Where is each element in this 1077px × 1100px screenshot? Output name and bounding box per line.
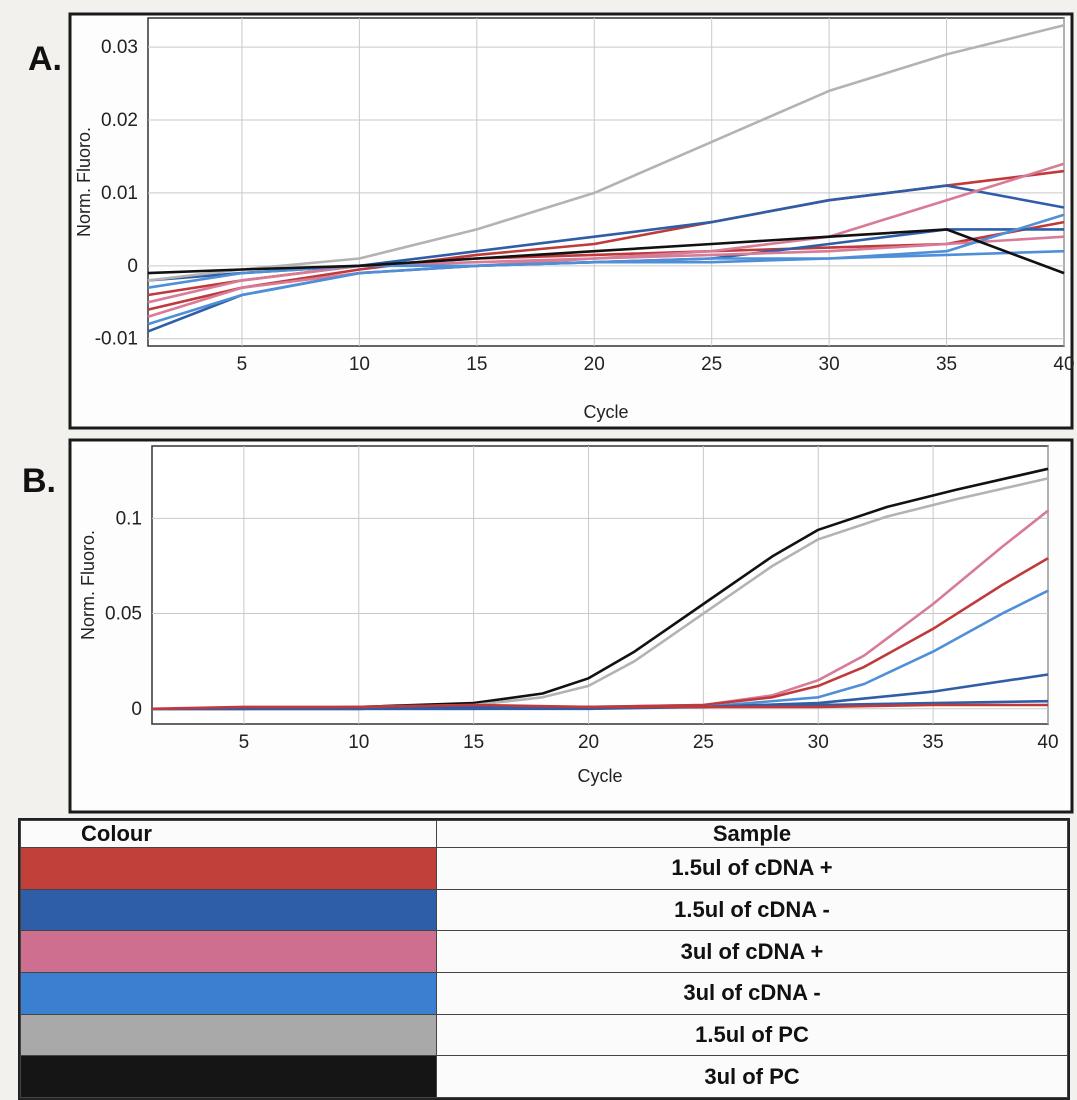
chart-b-ytick-label: 0.1 <box>116 508 142 529</box>
chart-b-series-line-8 <box>151 703 1048 711</box>
legend-sample-label: 3ul of PC <box>436 1055 1068 1098</box>
chart-a-ylabel: Norm. Fluoro. <box>74 127 94 237</box>
legend-color-swatch <box>20 847 437 890</box>
legend-table: Colour Sample 1.5ul of cDNA +1.5ul of cD… <box>18 818 1070 1100</box>
legend-row: 1.5ul of PC <box>20 1013 1068 1057</box>
legend-color-swatch <box>20 971 437 1015</box>
chart-b-ytick-label: 0 <box>131 699 142 720</box>
panel-label-a: A. <box>28 40 62 78</box>
legend-row: 1.5ul of cDNA - <box>20 888 1068 932</box>
chart-b-xtick-label: 15 <box>463 732 484 753</box>
legend-row: 3ul of cDNA - <box>20 971 1068 1015</box>
chart-b-ytick-label: 0.05 <box>105 604 142 625</box>
legend-sample-label: 1.5ul of cDNA - <box>436 888 1068 932</box>
legend-sample-label: 3ul of cDNA + <box>436 930 1068 973</box>
chart-b: 5 10 15 20 25 30 35 40 0 0.05 0.1 Cycle Norm. Fluoro… <box>68 438 1074 814</box>
chart-a-ytick-label: -0.01 <box>95 329 138 350</box>
chart-a-ytick-label: 0 <box>127 256 138 277</box>
chart-a-xtick-label: 20 <box>584 354 605 375</box>
panel-label-b: B. <box>22 462 56 500</box>
chart-b-xtick-label: 30 <box>808 732 829 753</box>
legend-row: 3ul of cDNA + <box>20 930 1068 973</box>
chart-b-xlabel: Cycle <box>577 766 622 786</box>
chart-a: 5 10 15 20 25 30 35 40 -0.01 0 0.01 0.02 0.03 Cycle No… <box>68 12 1075 430</box>
chart-a-series-line-9 <box>147 24 1065 282</box>
legend-color-swatch <box>20 1013 437 1057</box>
chart-a-ytick-label: 0.02 <box>101 110 138 131</box>
chart-a-xtick-label: 40 <box>1053 354 1074 375</box>
chart-a-xtick-label: 15 <box>466 354 487 375</box>
legend-color-swatch <box>20 1055 437 1098</box>
legend-row: 1.5ul of cDNA + <box>20 847 1068 890</box>
chart-b-xtick-label: 40 <box>1037 732 1058 753</box>
chart-b-ylabel: Norm. Fluoro. <box>78 530 98 640</box>
chart-a-xlabel: Cycle <box>583 402 628 422</box>
legend-header-sample: Sample <box>436 820 1068 848</box>
chart-a-xtick-label: 5 <box>237 354 248 375</box>
chart-b-plot-area <box>151 445 1049 725</box>
chart-a-xtick-label: 10 <box>349 354 370 375</box>
chart-a-series-line-6 <box>147 235 1065 304</box>
chart-a-ytick-label: 0.03 <box>101 37 138 58</box>
chart-b-xtick-label: 5 <box>239 732 250 753</box>
chart-b-xtick-label: 10 <box>348 732 369 753</box>
legend-sample-label: 3ul of cDNA - <box>436 971 1068 1015</box>
legend-sample-label: 1.5ul of PC <box>436 1013 1068 1057</box>
chart-a-series-line-10 <box>147 228 1065 275</box>
chart-b-xtick-label: 25 <box>693 732 714 753</box>
chart-b-xtick-label: 35 <box>923 732 944 753</box>
chart-b-xtick-label: 20 <box>578 732 599 753</box>
legend-header-row: Colour Sample <box>20 820 1068 848</box>
legend-row: 3ul of PC <box>20 1055 1068 1098</box>
chart-a-series-line-8 <box>147 249 1065 289</box>
chart-a-xtick-label: 30 <box>819 354 840 375</box>
chart-a-plot-area <box>147 17 1065 347</box>
chart-a-xtick-label: 25 <box>701 354 722 375</box>
legend-sample-label: 1.5ul of cDNA + <box>436 847 1068 890</box>
legend-color-swatch <box>20 930 437 973</box>
legend-color-swatch <box>20 888 437 932</box>
chart-a-xtick-label: 35 <box>936 354 957 375</box>
chart-a-ytick-label: 0.01 <box>101 183 138 204</box>
legend-header-colour: Colour <box>20 820 437 848</box>
